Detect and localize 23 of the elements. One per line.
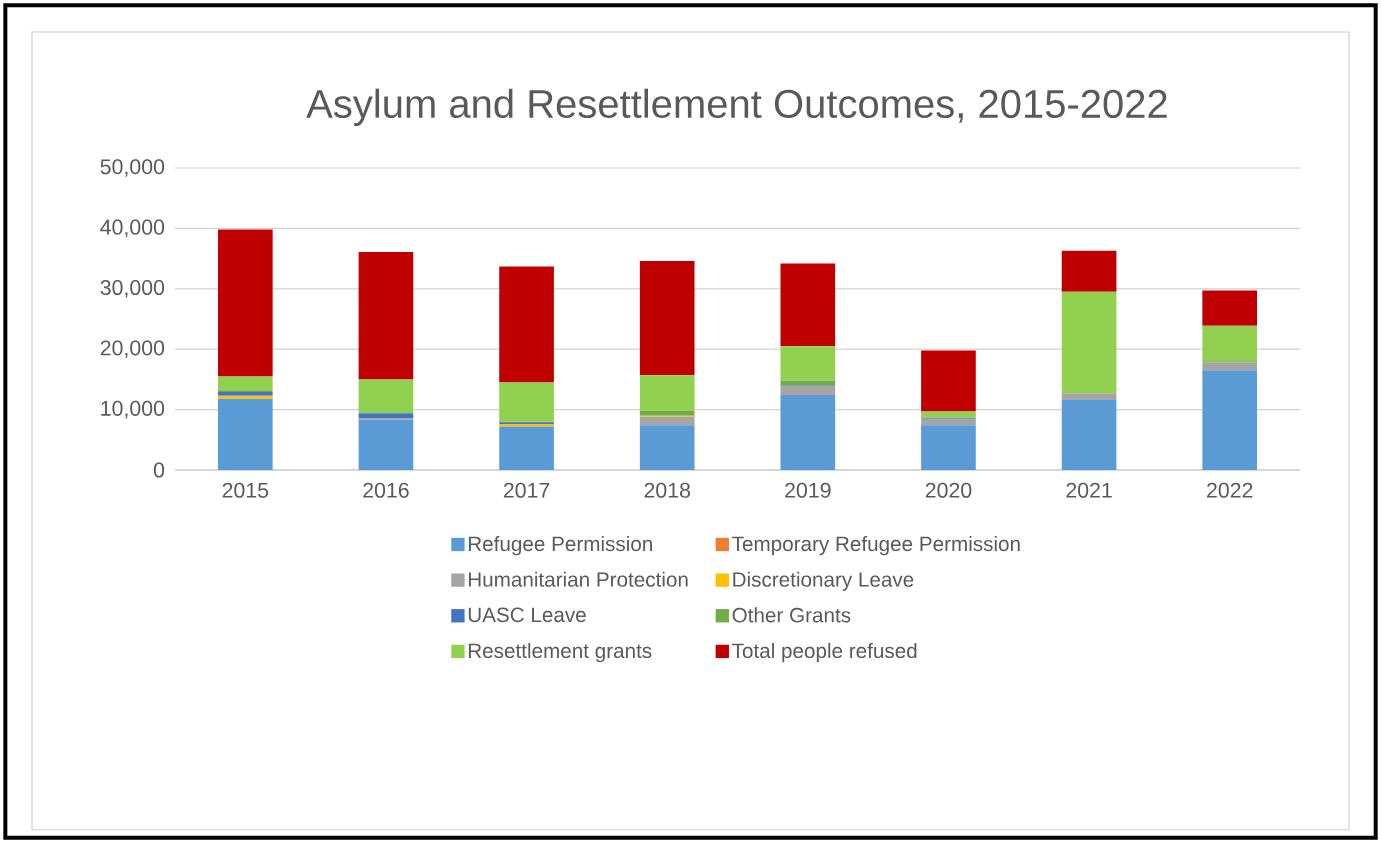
- y-tick-label: 30,000: [100, 280, 165, 298]
- y-tick-label: 10,000: [101, 400, 165, 419]
- y-tick-label: 0: [153, 462, 165, 478]
- legend-label: UASC Leave: [468, 607, 586, 623]
- x-tick-label: 2022: [1207, 482, 1253, 498]
- legend-label: Humanitarian Protection: [468, 571, 688, 587]
- x-tick-label: 2021: [1066, 482, 1112, 498]
- x-tick-label: 2017: [503, 482, 550, 498]
- y-tick-label: 50,000: [100, 159, 165, 177]
- legend-label: Total people refused: [732, 642, 917, 663]
- x-tick-label: 2020: [925, 482, 972, 498]
- x-tick-label: 2018: [644, 482, 690, 498]
- legend-label: Temporary Refugee Permission: [732, 536, 1020, 556]
- legend-label: Discretionary Leave: [733, 571, 914, 591]
- legend-label: Other Grants: [732, 607, 851, 623]
- x-tick-label: 2015: [222, 482, 269, 498]
- legend-label: Refugee Permission: [468, 536, 652, 556]
- y-tick-label: 20,000: [100, 340, 165, 358]
- chart-title: Asylum and Resettlement Outcomes, 2015-2022: [306, 88, 1167, 126]
- x-tick-label: 2019: [785, 482, 831, 498]
- legend-label: Resettlement grants: [468, 642, 652, 663]
- x-tick-label: 2016: [363, 482, 409, 498]
- y-tick-label: 40,000: [100, 219, 165, 238]
